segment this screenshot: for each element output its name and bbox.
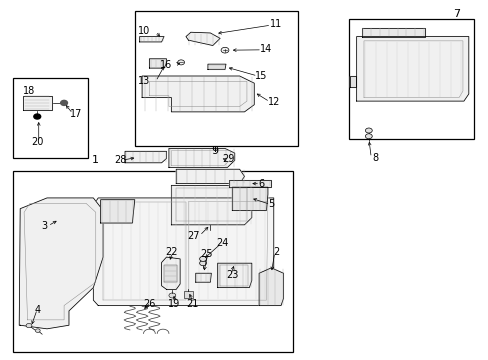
Polygon shape bbox=[125, 151, 166, 163]
Circle shape bbox=[168, 293, 175, 298]
Polygon shape bbox=[361, 28, 424, 37]
Text: 11: 11 bbox=[269, 19, 282, 29]
Text: 10: 10 bbox=[138, 26, 150, 36]
Text: 16: 16 bbox=[160, 59, 172, 69]
Text: 5: 5 bbox=[267, 199, 274, 210]
Text: 24: 24 bbox=[216, 238, 228, 248]
Text: 17: 17 bbox=[70, 109, 82, 119]
Text: 6: 6 bbox=[258, 179, 264, 189]
Polygon shape bbox=[228, 180, 271, 187]
Polygon shape bbox=[19, 198, 103, 329]
Text: 4: 4 bbox=[34, 305, 40, 315]
Text: 7: 7 bbox=[452, 9, 459, 19]
Circle shape bbox=[26, 323, 32, 328]
Circle shape bbox=[221, 47, 228, 53]
Text: 2: 2 bbox=[272, 247, 279, 257]
Polygon shape bbox=[93, 198, 273, 306]
Polygon shape bbox=[161, 257, 180, 289]
Polygon shape bbox=[142, 76, 254, 112]
Circle shape bbox=[35, 329, 40, 332]
Bar bbox=[348, 19, 473, 139]
Text: 20: 20 bbox=[31, 138, 43, 147]
Bar bbox=[13, 78, 88, 158]
Text: 3: 3 bbox=[41, 221, 47, 231]
Text: 21: 21 bbox=[186, 299, 198, 309]
Bar bbox=[183, 291, 193, 298]
Polygon shape bbox=[185, 32, 220, 45]
Polygon shape bbox=[217, 263, 251, 288]
Text: 23: 23 bbox=[225, 270, 238, 280]
Text: 15: 15 bbox=[255, 71, 267, 81]
Polygon shape bbox=[259, 268, 283, 306]
Polygon shape bbox=[356, 37, 468, 101]
Text: 8: 8 bbox=[371, 153, 378, 163]
Polygon shape bbox=[195, 273, 211, 282]
Circle shape bbox=[199, 256, 206, 261]
Text: 9: 9 bbox=[211, 145, 218, 156]
Text: 26: 26 bbox=[143, 299, 155, 309]
Polygon shape bbox=[168, 148, 234, 167]
Text: 18: 18 bbox=[23, 86, 35, 96]
Circle shape bbox=[365, 134, 371, 139]
Circle shape bbox=[199, 261, 206, 266]
Polygon shape bbox=[149, 59, 166, 68]
Circle shape bbox=[61, 100, 67, 105]
Text: 12: 12 bbox=[267, 97, 279, 107]
Text: 13: 13 bbox=[138, 76, 150, 86]
Polygon shape bbox=[232, 187, 267, 211]
Polygon shape bbox=[207, 64, 225, 69]
Polygon shape bbox=[349, 76, 355, 87]
Polygon shape bbox=[171, 185, 251, 225]
Circle shape bbox=[365, 128, 371, 133]
Text: 25: 25 bbox=[200, 248, 212, 258]
Text: 28: 28 bbox=[114, 155, 126, 165]
Text: 27: 27 bbox=[187, 231, 199, 240]
Polygon shape bbox=[163, 265, 177, 282]
Circle shape bbox=[177, 60, 184, 65]
Text: 14: 14 bbox=[260, 44, 272, 54]
Polygon shape bbox=[140, 37, 163, 42]
Bar bbox=[135, 12, 298, 146]
Text: 22: 22 bbox=[165, 247, 177, 257]
Circle shape bbox=[34, 114, 41, 119]
Polygon shape bbox=[101, 200, 135, 223]
Text: 1: 1 bbox=[92, 155, 99, 165]
Polygon shape bbox=[176, 169, 244, 184]
Polygon shape bbox=[22, 96, 52, 110]
Text: 19: 19 bbox=[168, 299, 180, 309]
Text: 29: 29 bbox=[222, 154, 234, 164]
Bar bbox=[13, 171, 293, 352]
